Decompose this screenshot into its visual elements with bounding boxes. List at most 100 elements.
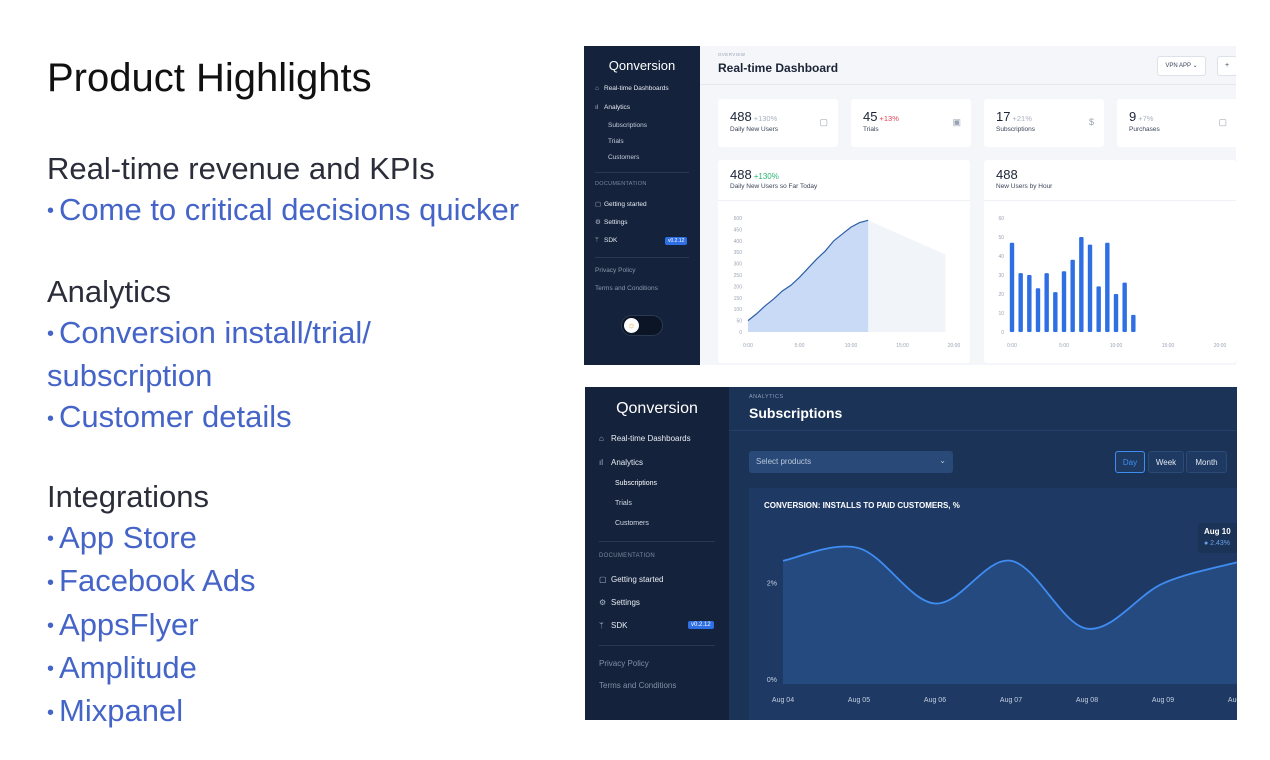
kpi-change: +13% (879, 114, 899, 123)
kpi-label: Daily New Users (730, 126, 779, 133)
x-tick-label: 5:00 (795, 343, 805, 349)
slide-title: Product Highlights (47, 56, 372, 100)
sidebar-item-getting-started[interactable]: ▢ Getting started (595, 201, 647, 208)
y-tick-label: 60 (998, 216, 1004, 222)
bar (1105, 242, 1110, 332)
section-label: DOCUMENTATION (599, 553, 656, 559)
sidebar-item-trials[interactable]: Trials (615, 500, 632, 507)
bar (1035, 288, 1041, 332)
sidebar-item-sdk[interactable]: ᛘ SDK (599, 621, 628, 630)
home-icon: ⌂ (595, 85, 599, 92)
y-tick-label: 350 (734, 250, 743, 256)
sidebar-item-subscriptions[interactable]: Subscriptions (608, 122, 648, 129)
section-integrations: Integrations • App Store • Facebook Ads • A… (47, 476, 567, 734)
section-realtime: Real-time revenue and KPIs • Come to crit… (47, 148, 567, 232)
period-day-button[interactable]: Day (1115, 451, 1145, 473)
chart-tooltip: Aug 10 ● 2.43% (1198, 523, 1237, 553)
bar (1009, 242, 1015, 332)
bar (1079, 237, 1084, 332)
branch-icon: ᛘ (599, 621, 604, 630)
kpi-change: +7% (1138, 114, 1154, 123)
x-tick-label: 20:00 (1214, 343, 1227, 349)
period-month-button[interactable]: Month (1186, 451, 1227, 473)
clipboard-icon: ▢ (819, 117, 828, 127)
sidebar-item-subscriptions[interactable]: Subscriptions (615, 480, 658, 487)
section-heading: Integrations (47, 479, 209, 514)
sidebar-item-customers[interactable]: Customers (608, 154, 640, 161)
bar (1027, 275, 1032, 332)
bullet-item: • Facebook Ads (47, 563, 256, 599)
x-tick-label: Aug 06 (924, 697, 946, 704)
card-label: New Users by Hour (996, 183, 1053, 190)
page-overline: ANALYTICS (749, 394, 784, 400)
sidebar-item-analytics[interactable]: ıl Analytics (599, 458, 644, 467)
y-tick-label: 50 (736, 319, 742, 325)
bar (1018, 273, 1023, 332)
series-line (747, 219, 869, 322)
sidebar-item-sdk[interactable]: ᛘ SDK (595, 237, 618, 244)
tooltip-value: ● 2.43% (1204, 540, 1231, 547)
x-tick-label: 20:00 (948, 343, 961, 349)
realtime-dashboard-screenshot: Qonversion ⌂ Real-time Dashboards ıl Analy… (584, 46, 1236, 365)
terms-link[interactable]: Terms and Conditions (595, 285, 658, 292)
kpi-value: 17 (996, 109, 1011, 124)
divider (595, 257, 689, 258)
card-value: 488 (996, 167, 1018, 182)
add-button[interactable]: + (1217, 56, 1236, 76)
kpi-label: Subscriptions (996, 126, 1036, 133)
x-tick-label: Aug 07 (1000, 697, 1022, 704)
bullet-item: • Mixpanel (47, 693, 184, 729)
clipboard-icon: ▢ (599, 575, 607, 584)
x-tick-label: Aug 09 (1152, 697, 1174, 704)
privacy-policy-link[interactable]: Privacy Policy (599, 659, 649, 668)
kpi-card-daily-new-users[interactable]: 488 +130% Daily New Users ▢ (718, 99, 838, 147)
card-change: +130% (753, 172, 779, 181)
y-tick-label: 0 (739, 330, 742, 336)
theme-toggle[interactable]: ☼ (621, 315, 663, 336)
y-tick-label: 40 (998, 254, 1004, 260)
section-analytics: Analytics • Conversion install/trial/ sub… (47, 271, 567, 440)
privacy-policy-link[interactable]: Privacy Policy (595, 267, 636, 274)
kpi-card-trials[interactable]: 45 +13% Trials ▣ (851, 99, 971, 147)
sidebar-item-realtime[interactable]: ⌂ Real-time Dashboards (595, 85, 669, 92)
y-tick-label: 300 (734, 262, 743, 268)
sidebar-item-customers[interactable]: Customers (615, 520, 649, 527)
bar (1096, 286, 1101, 332)
period-week-button[interactable]: Week (1148, 451, 1184, 473)
tooltip-date: Aug 10 (1204, 527, 1231, 536)
bar-chart-icon: ıl (599, 458, 603, 467)
bar-chart-icon: ıl (595, 104, 599, 111)
kpi-card-purchases[interactable]: 9 +7% Purchases ▢ (1117, 99, 1236, 147)
sidebar-item-realtime[interactable]: ⌂ Real-time Dashboards (599, 434, 691, 443)
app-selector[interactable]: VPN APP ⌄ (1157, 56, 1206, 76)
divider (700, 84, 1236, 85)
y-tick-label: 450 (734, 227, 743, 233)
divider (729, 430, 1237, 431)
bar (1061, 271, 1067, 332)
gear-icon: ⚙ (595, 219, 601, 226)
kpi-card-subscriptions[interactable]: 17 +21% Subscriptions $ (984, 99, 1104, 147)
sdk-version-badge: v0.2.12 (665, 237, 688, 245)
x-tick-label: Aug 05 (848, 697, 870, 704)
product-select[interactable]: Select products ⌄ (749, 451, 953, 473)
sidebar-item-settings[interactable]: ⚙ Settings (595, 219, 628, 226)
home-icon: ⌂ (599, 434, 604, 443)
x-tick-label: 10:00 (1110, 343, 1123, 349)
sidebar-item-trials[interactable]: Trials (608, 138, 624, 145)
y-tick-label: 30 (998, 273, 1004, 279)
sidebar: Qonversion ⌂ Real-time Dashboards ıl Analy… (584, 46, 700, 365)
chart-title: CONVERSION: INSTALLS TO PAID CUSTOMERS, … (764, 501, 960, 510)
sidebar-item-analytics[interactable]: ıl Analytics (595, 104, 631, 111)
divider (984, 200, 1236, 201)
terms-link[interactable]: Terms and Conditions (599, 681, 677, 690)
area-fill (783, 546, 1237, 684)
divider (718, 200, 970, 201)
kpi-label: Purchases (1129, 126, 1160, 133)
analytics-main: ANALYTICS Subscriptions Select products … (729, 387, 1237, 720)
card-value: 488 (730, 167, 752, 182)
x-tick-label: 10:00 (845, 343, 858, 349)
bar (1087, 244, 1093, 332)
sidebar-item-getting-started[interactable]: ▢ Getting started (599, 575, 664, 584)
brand-logo: Qonversion (608, 58, 676, 73)
sidebar-item-settings[interactable]: ⚙ Settings (599, 598, 640, 607)
